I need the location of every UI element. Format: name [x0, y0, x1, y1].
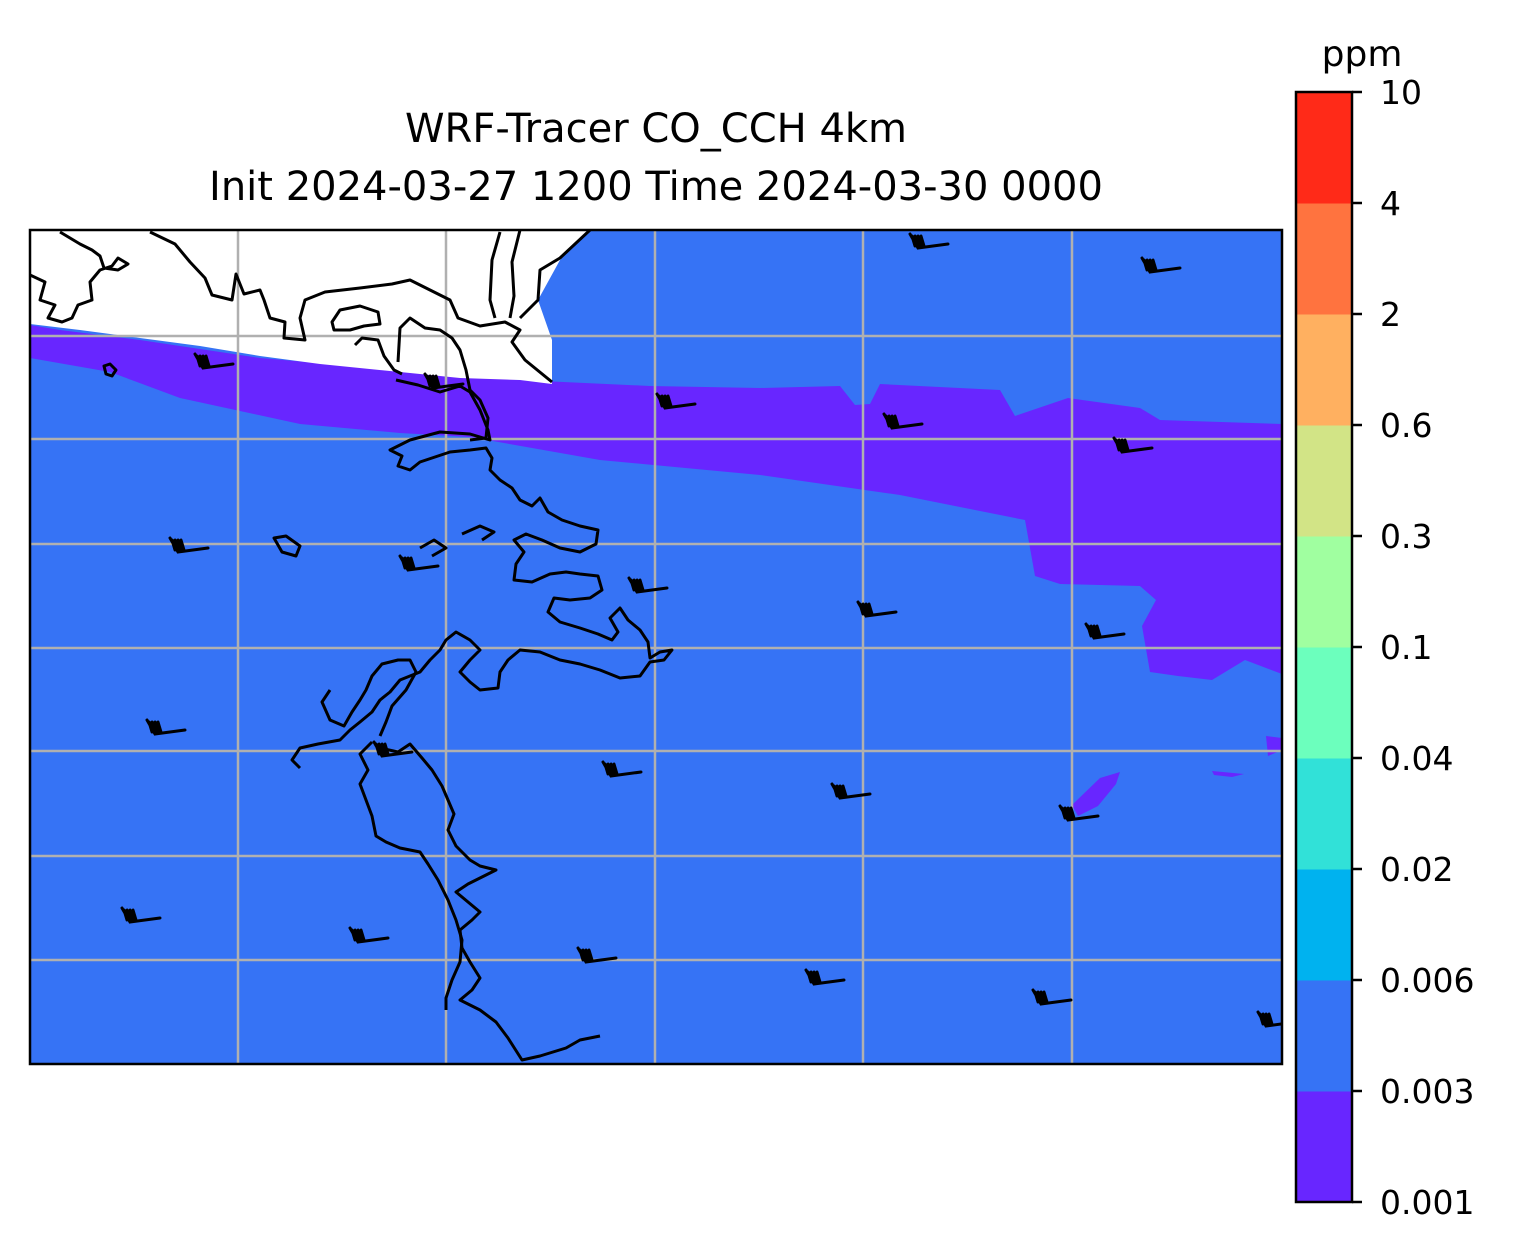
colorbar-tick-label: 2: [1380, 295, 1401, 334]
colorbar-tick-label: 0.6: [1380, 406, 1432, 445]
coastline-delta-south: [272, 524, 496, 558]
wind-barb: [1058, 804, 1100, 822]
wind-barb: [804, 968, 846, 986]
colorbar-tick-label: 0.001: [1380, 1183, 1474, 1222]
colorbar-tick-label: 0.3: [1380, 517, 1432, 556]
wind-barb: [168, 536, 210, 554]
colorbar-segment: [1296, 314, 1352, 426]
colorbar-segment: [1296, 425, 1352, 537]
coastline-river-south: [379, 742, 601, 1062]
coastline-small-island: [102, 362, 118, 378]
map-title-line-1: WRF-Tracer CO_CCH 4km: [404, 106, 908, 152]
coastline-island-north: [330, 304, 382, 332]
wind-barb: [601, 760, 643, 778]
wind-barb: [120, 906, 162, 924]
wind-barb: [627, 576, 669, 594]
wind-barb: [1031, 988, 1073, 1006]
wind-barb: [1140, 256, 1182, 274]
wind-barb: [856, 600, 898, 618]
coastline-inlets: [320, 658, 418, 737]
colorbar-ticks: 0.001 0.003 0.006 0.02 0.04 0.1 0.3 0.6 2 4 10: [1352, 73, 1474, 1222]
wind-barb: [655, 392, 697, 410]
map-frame: [28, 228, 1284, 1066]
coastline-north: [30, 230, 130, 324]
colorbar-tick-label: 0.006: [1380, 961, 1474, 1000]
map-area: [30, 230, 1282, 1064]
wind-barbs: [120, 232, 1282, 1028]
colorbar-tick-label: 0.003: [1380, 1072, 1474, 1111]
coastline-peninsula: [358, 740, 464, 1010]
colorbar-tick-label: 10: [1380, 73, 1422, 112]
wind-barb: [398, 554, 440, 572]
colorbar: 0.001 0.003 0.006 0.02 0.04 0.1 0.3 0.6 2 4 10 ppm: [1294, 34, 1474, 1222]
wind-barb: [1112, 436, 1154, 454]
colorbar-segment: [1296, 203, 1352, 315]
wind-barb: [348, 926, 390, 944]
colorbar-segments: [1296, 92, 1352, 1203]
colorbar-segment: [1296, 980, 1352, 1092]
contour-fill-band-1-north: [30, 325, 1282, 680]
colorbar-tick-label: 0.1: [1380, 628, 1432, 667]
wind-barb: [908, 232, 950, 250]
colorbar-segment: [1296, 536, 1352, 648]
wind-barb: [372, 740, 414, 758]
coastline-river-north: [488, 230, 592, 320]
coastlines: [30, 230, 674, 1062]
grid-lines: [30, 230, 1282, 1064]
coastline-river-mid: [353, 316, 490, 442]
coastline-delta: [290, 378, 674, 770]
wind-barb: [1084, 622, 1126, 640]
wind-barb: [830, 782, 872, 800]
colorbar-tick-label: 4: [1380, 184, 1401, 223]
wind-barb: [882, 412, 924, 430]
colorbar-segment: [1296, 758, 1352, 870]
wind-barb: [193, 352, 235, 370]
colorbar-segment: [1296, 1091, 1352, 1203]
land-region: [30, 230, 590, 384]
coastline-north-2: [149, 230, 553, 384]
wind-barb: [423, 372, 465, 390]
colorbar-unit-label: ppm: [1322, 34, 1403, 75]
colorbar-tick-label: 0.02: [1380, 850, 1453, 889]
colorbar-tick-label: 0.04: [1380, 739, 1453, 778]
contour-fill-band-1-patch: [1072, 772, 1120, 816]
map-title-line-2: Init 2024-03-27 1200 Time 2024-03-30 000…: [209, 164, 1103, 210]
colorbar-segment: [1296, 869, 1352, 981]
wind-barb: [1256, 1010, 1282, 1028]
wind-barb: [576, 946, 618, 964]
contour-fill-band-1-patch-2: [1212, 771, 1244, 777]
colorbar-segment: [1296, 647, 1352, 759]
colorbar-segment: [1296, 92, 1352, 204]
wind-barb: [145, 718, 187, 736]
